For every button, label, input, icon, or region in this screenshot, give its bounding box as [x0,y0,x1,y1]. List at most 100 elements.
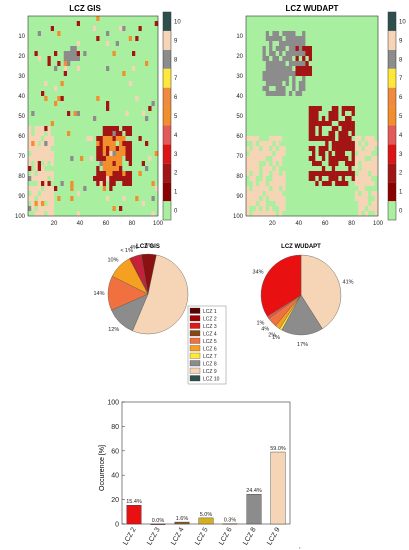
map-cell [93,91,97,97]
map-cell [106,206,110,212]
map-cell [318,136,323,142]
map-cell [47,71,52,77]
map-cell [358,106,362,112]
map-cell [86,171,91,177]
map-cell [80,126,84,132]
map-cell [275,201,280,207]
map-cell [371,106,375,112]
map-cell [265,31,270,37]
map-cell [41,131,45,137]
map-cell [298,56,303,62]
map-cell [151,36,156,42]
map-cell [63,91,68,97]
map-cell [269,41,273,47]
map-cell [305,46,309,52]
map-cell [246,26,250,32]
map-cell [298,151,303,157]
map-cell [295,181,300,187]
map-cell [54,41,58,47]
map-cell [265,51,270,57]
map-cell [44,121,48,127]
map-cell [321,181,326,187]
map-cell [34,21,39,27]
map-cell [57,151,61,157]
map-cell [28,141,32,147]
map-cell [269,36,273,42]
map-cell [368,91,372,97]
map-cell [37,141,42,147]
map-cell [34,31,39,37]
map-cell [321,111,326,117]
map-cell [34,46,39,52]
map-cell [285,106,290,112]
map-cell [93,51,97,57]
map-cell [47,201,52,207]
map-cell [259,181,263,187]
map-cell [305,21,309,27]
map-cell [141,86,146,92]
map-cell [34,151,39,157]
map-cell [288,206,293,212]
map-cell [292,181,296,187]
map-cell [354,96,359,102]
map-cell [265,141,270,147]
map-cell [331,121,336,127]
map-cell [76,166,81,172]
map-cell [34,211,39,217]
pie-slice-label: 34% [253,269,264,275]
colorbar-segment [388,49,396,69]
map-cell [341,26,346,32]
map-cell [93,71,97,77]
map-cell [312,191,316,197]
map-cell [338,131,342,137]
map-cell [315,131,319,137]
map-cell [41,156,45,162]
map-cell [312,151,316,157]
map-cell [109,156,113,162]
bar-value-label: 24.4% [246,488,262,494]
map-cell [115,66,120,72]
map-cell [112,31,117,37]
map-cell [141,21,146,27]
map-cell [302,16,306,22]
map-cell [41,206,45,212]
map-cell [54,141,58,147]
map-cell [89,181,94,187]
map-cell [41,121,45,127]
map-cell [70,171,74,177]
map-cell [76,146,81,152]
map-cell [109,31,113,37]
map-cell [285,191,290,197]
map-cell [358,56,362,62]
map-cell [321,191,326,197]
map-cell [141,201,146,207]
map-cell [138,141,143,147]
map-cell [321,71,326,77]
map-cell [341,156,346,162]
map-cell [348,161,352,167]
map-cell [302,136,306,142]
map-cell [364,206,369,212]
map-cell [318,206,323,212]
map-cell [31,191,35,197]
map-cell [312,31,316,37]
map-cell [345,186,349,192]
map-cell [279,91,283,97]
map-cell [41,151,45,157]
map-cell [28,146,32,152]
map-cell [361,111,366,117]
map-cell [348,101,352,107]
map-cell [282,31,286,37]
map-cell [259,81,263,87]
map-cell [109,41,113,47]
map-cell [122,91,126,97]
map-cell [138,56,143,62]
map-cell [31,61,35,67]
map-cell [338,41,342,47]
map-cell [112,46,117,52]
map-cell [122,156,126,162]
map-cell [292,161,296,167]
map-cell [259,76,263,82]
map-cell [282,96,286,102]
map-cell [138,176,143,182]
